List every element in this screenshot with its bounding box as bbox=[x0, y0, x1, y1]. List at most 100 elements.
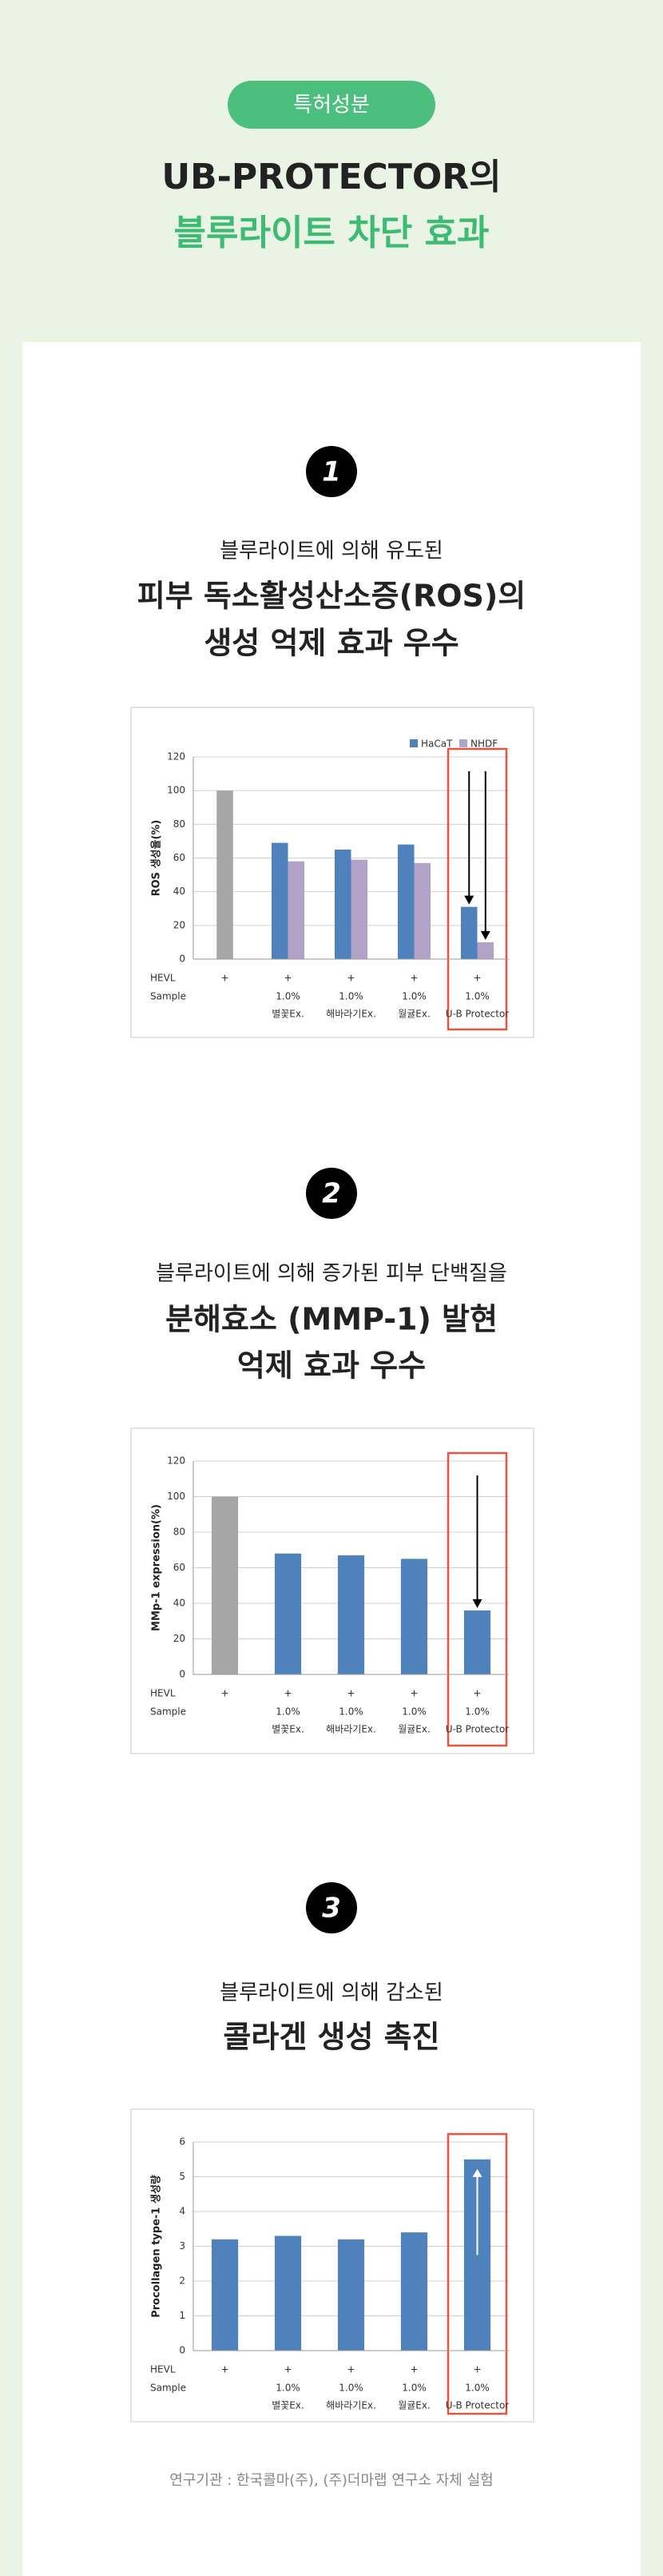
hevl-label: + bbox=[284, 1688, 292, 1699]
sample-dose: 1.0% bbox=[402, 1706, 427, 1718]
section-subheading: 블루라이트에 의해 감소된 bbox=[220, 1981, 443, 2005]
badge-text: 특허성분 bbox=[293, 94, 370, 117]
y-tick-label: 120 bbox=[167, 1455, 185, 1467]
bar bbox=[400, 1559, 428, 1674]
hevl-label: + bbox=[473, 1688, 481, 1699]
y-tick-label: 120 bbox=[167, 751, 185, 762]
bar bbox=[397, 844, 415, 959]
hevl-label: + bbox=[284, 973, 292, 984]
footnote: 연구기관 : 한국콜마(주), (주)더마랩 연구소 자체 실험 bbox=[169, 2472, 493, 2489]
sample-name: 별꽃Ex. bbox=[272, 2400, 304, 2411]
bar bbox=[211, 1496, 239, 1674]
sample-dose: 1.0% bbox=[276, 1706, 300, 1718]
sample-dose: 1.0% bbox=[276, 991, 300, 1002]
row-label: Sample bbox=[150, 1706, 186, 1718]
arrow-head bbox=[480, 930, 490, 940]
legend-swatch bbox=[410, 739, 418, 747]
bar bbox=[463, 1610, 491, 1674]
y-tick-label: 100 bbox=[167, 1491, 185, 1502]
bar bbox=[414, 862, 431, 959]
y-tick-label: 80 bbox=[173, 1527, 185, 1538]
highlight-box bbox=[447, 1451, 508, 1747]
bar bbox=[288, 861, 305, 959]
sample-name: 별꽃Ex. bbox=[272, 1009, 304, 1020]
section-heading: 생성 억제 효과 우수 bbox=[204, 626, 459, 661]
y-tick-label: 6 bbox=[179, 2136, 185, 2148]
bar bbox=[274, 2236, 302, 2351]
sample-dose: 1.0% bbox=[339, 991, 363, 1002]
y-tick-label: 60 bbox=[173, 852, 185, 863]
legend-swatch bbox=[459, 739, 467, 747]
section-heading: 분해효소 (MMP-1) 발현 bbox=[165, 1302, 498, 1337]
hevl-label: + bbox=[220, 973, 228, 984]
step-number: 1 bbox=[322, 456, 341, 488]
y-tick-label: 40 bbox=[173, 1598, 185, 1609]
arrow-head bbox=[464, 895, 474, 905]
sample-name: 해바라기Ex. bbox=[326, 2400, 376, 2411]
y-tick-label: 0 bbox=[179, 1669, 185, 1680]
sample-dose: 1.0% bbox=[339, 1706, 363, 1718]
bar bbox=[274, 1553, 302, 1674]
section-heading: 억제 효과 우수 bbox=[237, 1348, 426, 1384]
section-heading: 피부 독소활성산소증(ROS)의 bbox=[137, 579, 526, 614]
bar bbox=[477, 942, 494, 959]
hevl-label: + bbox=[473, 973, 481, 984]
row-label: HEVL bbox=[150, 2364, 176, 2375]
sample-dose: 1.0% bbox=[402, 2383, 427, 2394]
highlight-box bbox=[447, 747, 508, 1031]
arrow-head bbox=[472, 1599, 482, 1608]
sample-dose: 1.0% bbox=[465, 1706, 490, 1718]
y-tick-label: 20 bbox=[173, 1633, 185, 1644]
section-subheading: 블루라이트에 의해 증가된 피부 단백질을 bbox=[156, 1262, 507, 1286]
hevl-label: + bbox=[410, 973, 418, 984]
chart-frame bbox=[130, 707, 534, 1038]
sample-name: U-B Protector bbox=[446, 1009, 510, 1020]
y-tick-label: 4 bbox=[179, 2206, 185, 2217]
hevl-label: + bbox=[410, 1688, 418, 1699]
row-label: HEVL bbox=[150, 973, 176, 984]
badge bbox=[228, 81, 435, 129]
sample-dose: 1.0% bbox=[339, 2383, 363, 2394]
y-tick-label: 3 bbox=[179, 2240, 185, 2252]
legend-label: HaCaT bbox=[421, 739, 453, 750]
section-subheading: 블루라이트에 의해 유도된 bbox=[220, 539, 443, 563]
y-tick-label: 5 bbox=[179, 2171, 185, 2182]
hevl-label: + bbox=[410, 2364, 418, 2375]
bar bbox=[216, 790, 233, 959]
step-number: 3 bbox=[322, 1893, 341, 1925]
section-heading: 콜라겐 생성 촉진 bbox=[223, 2020, 439, 2055]
sample-dose: 1.0% bbox=[402, 991, 427, 1002]
y-tick-label: 2 bbox=[179, 2275, 185, 2287]
hevl-label: + bbox=[473, 2364, 481, 2375]
y-tick-label: 40 bbox=[173, 886, 185, 897]
y-tick-label: 100 bbox=[167, 785, 185, 796]
hevl-label: + bbox=[347, 2364, 355, 2375]
y-tick-label: 60 bbox=[173, 1562, 185, 1573]
arrow-head bbox=[472, 2168, 482, 2177]
bar bbox=[400, 2232, 428, 2351]
step-circle bbox=[306, 446, 357, 497]
sample-dose: 1.0% bbox=[276, 2383, 300, 2394]
bar bbox=[334, 849, 351, 959]
title: 블루라이트 차단 효과 bbox=[174, 213, 490, 253]
y-axis-label: MMp-1 expression(%) bbox=[151, 1504, 163, 1631]
chart-frame bbox=[130, 1427, 534, 1754]
sample-name: 해바라기Ex. bbox=[326, 1724, 376, 1735]
row-label: HEVL bbox=[150, 1688, 176, 1699]
sample-name: 별꽃Ex. bbox=[272, 1724, 304, 1735]
bar bbox=[337, 1555, 365, 1674]
step-circle bbox=[306, 1882, 357, 1933]
bar bbox=[337, 2239, 365, 2351]
hevl-label: + bbox=[220, 1688, 228, 1699]
highlight-box bbox=[447, 2132, 508, 2415]
y-tick-label: 20 bbox=[173, 919, 185, 930]
sample-name: U-B Protector bbox=[446, 1724, 510, 1735]
sample-dose: 1.0% bbox=[465, 991, 490, 1002]
row-label: Sample bbox=[150, 2383, 186, 2394]
row-label: Sample bbox=[150, 991, 186, 1002]
sample-name: 해바라기Ex. bbox=[326, 1009, 376, 1020]
step-number: 2 bbox=[322, 1178, 341, 1210]
y-tick-label: 80 bbox=[173, 818, 185, 830]
